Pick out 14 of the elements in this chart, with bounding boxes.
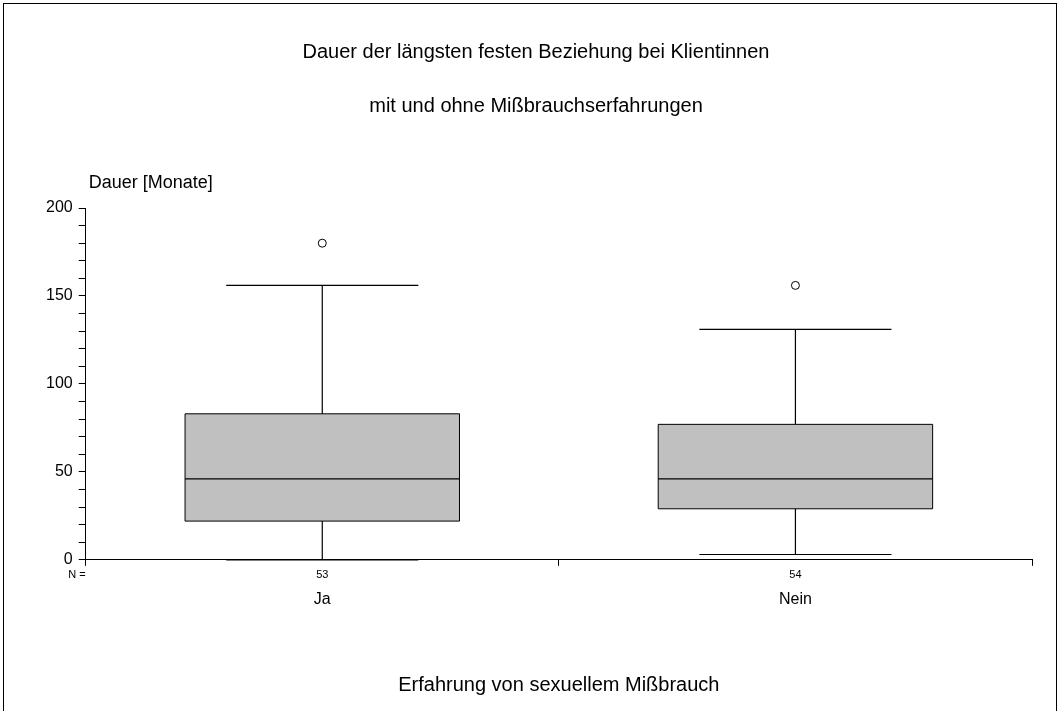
text: 54 — [789, 568, 802, 581]
x-tick-label: Nein — [778, 589, 812, 607]
y-tick-label: 200 — [45, 198, 73, 216]
chart-subtitle: mit und ohne Mißbrauchserfahrungen — [369, 93, 703, 116]
chart-title: Dauer der längsten festen Beziehung bei Klientinnen — [302, 39, 770, 62]
text: 53 — [316, 568, 329, 581]
y-axis-title: Dauer [Monate] — [88, 171, 213, 192]
y-tick-label: 100 — [45, 374, 73, 392]
x-axis-title: Erfahrung von sexuellem Mißbrauch — [398, 672, 720, 695]
y-tick-label: 50 — [54, 462, 73, 480]
y-tick-label: 150 — [45, 286, 73, 304]
y-tick-label: 0 — [63, 550, 73, 568]
text: N = — [68, 568, 86, 581]
x-tick-label: Ja — [313, 589, 331, 607]
